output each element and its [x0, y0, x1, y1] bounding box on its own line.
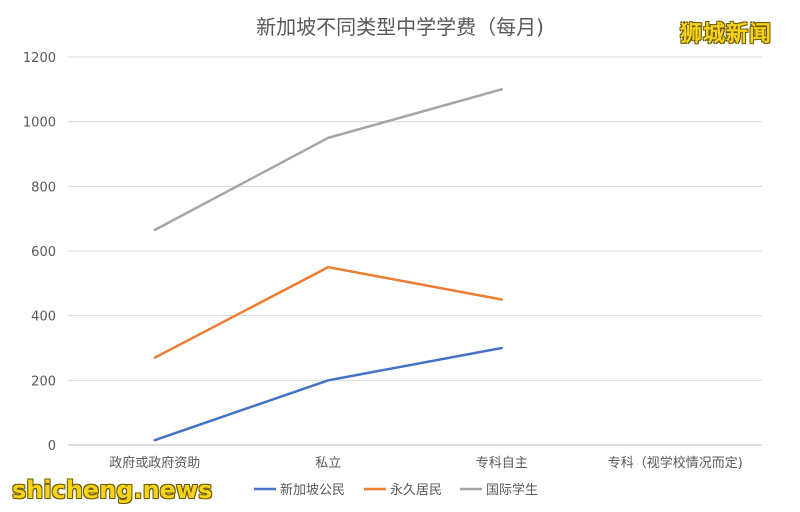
x-tick-label: 专科自主: [476, 456, 528, 471]
y-tick-label: 800: [31, 180, 56, 195]
y-tick-label: 1000: [23, 116, 56, 131]
series-line: [153, 88, 503, 232]
x-axis-ticks: 政府或政府资助 私立 专科自主 专科（视学校情况而定): [109, 455, 743, 471]
legend-label: 永久居民: [390, 483, 442, 498]
y-tick-label: 400: [31, 310, 56, 325]
chart-title: 新加坡不同类型中学学费（每月): [256, 15, 544, 39]
grid-layer: [68, 56, 762, 446]
series-line: [153, 265, 503, 359]
watermark-logo-bottom: shicheng.news: [12, 476, 213, 504]
y-axis-ticks: 0 200 400 600 800 1000 1200: [23, 51, 56, 454]
watermark-logo-top: 狮城新闻: [680, 22, 773, 47]
x-tick-label: 私立: [315, 456, 341, 471]
series-line: [153, 346, 503, 442]
y-tick-label: 600: [31, 245, 56, 260]
x-tick-label: 专科（视学校情况而定): [608, 455, 743, 471]
y-tick-label: 1200: [23, 51, 56, 66]
x-tick-label: 政府或政府资助: [109, 456, 200, 471]
series-layer: [153, 88, 503, 442]
y-tick-label: 200: [31, 374, 56, 389]
legend-label: 国际学生: [486, 482, 538, 498]
legend-label: 新加坡公民: [280, 482, 345, 498]
legend: 新加坡公民 永久居民 国际学生: [254, 482, 538, 498]
y-tick-label: 0: [48, 439, 56, 454]
